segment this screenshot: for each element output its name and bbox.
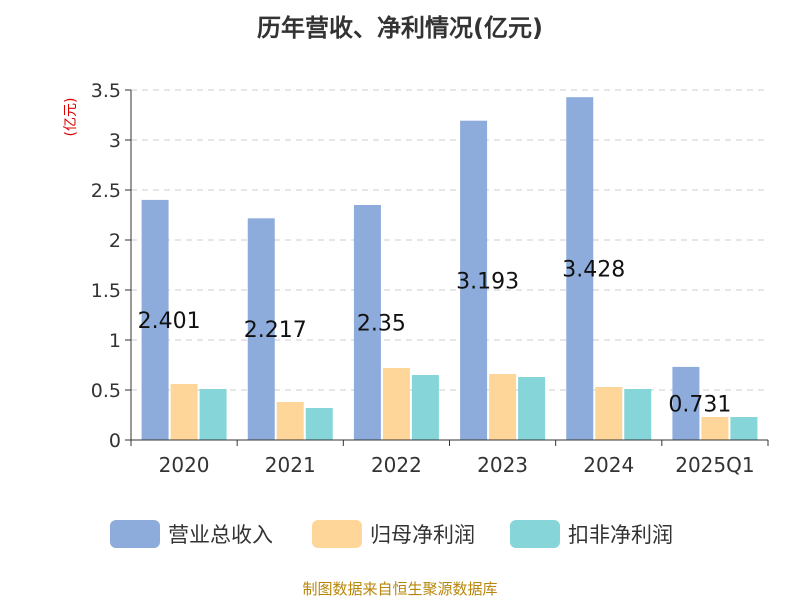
y-axis-label: (亿元) bbox=[63, 98, 79, 137]
x-tick-label: 2025Q1 bbox=[675, 453, 754, 477]
x-tick-label: 2021 bbox=[265, 453, 316, 477]
bar-2 bbox=[518, 377, 546, 440]
bar-0 bbox=[247, 218, 275, 440]
x-tick-label: 2023 bbox=[477, 453, 528, 477]
legend-label: 归母净利润 bbox=[370, 523, 475, 547]
legend-swatch bbox=[510, 520, 560, 548]
y-tick-label: 2 bbox=[109, 230, 121, 252]
bar-1 bbox=[595, 387, 623, 440]
legend-swatch bbox=[110, 520, 160, 548]
legend: 营业总收入 归母净利润 扣非净利润 bbox=[110, 520, 673, 548]
x-tick-label: 2022 bbox=[371, 453, 422, 477]
y-tick-label: 1.5 bbox=[91, 280, 121, 302]
bar-0 bbox=[460, 120, 488, 440]
y-tick-label: 0 bbox=[109, 430, 121, 452]
axes: 0 0.5 1 1.5 2 2.5 3 3.5 (亿元) 2020 2021 2022 2023 2024… bbox=[63, 80, 769, 477]
bar-0 bbox=[141, 199, 169, 440]
data-label: 2.401 bbox=[138, 309, 201, 334]
legend-swatch bbox=[312, 520, 362, 548]
bar-2 bbox=[411, 375, 439, 440]
bar-1 bbox=[382, 368, 410, 440]
data-label: 2.217 bbox=[244, 318, 307, 343]
y-tick-label: 3.5 bbox=[91, 80, 121, 102]
bar-2 bbox=[305, 408, 333, 440]
data-label: 3.428 bbox=[562, 258, 625, 283]
bars bbox=[141, 97, 758, 440]
chart-title: 历年营收、净利情况(亿元) bbox=[257, 14, 543, 42]
bar-1 bbox=[170, 384, 198, 440]
bar-2 bbox=[730, 417, 758, 440]
bar-1 bbox=[701, 417, 729, 440]
x-tick-label: 2020 bbox=[159, 453, 210, 477]
data-label: 2.35 bbox=[357, 312, 406, 337]
bar-2 bbox=[199, 389, 227, 440]
bar-0 bbox=[566, 97, 594, 440]
data-label: 3.193 bbox=[456, 269, 519, 294]
bar-0 bbox=[672, 366, 700, 440]
source-note: 制图数据来自恒生聚源数据库 bbox=[302, 580, 498, 598]
legend-label: 扣非净利润 bbox=[568, 523, 673, 547]
y-tick-label: 0.5 bbox=[91, 380, 121, 402]
y-tick-label: 3 bbox=[109, 130, 121, 152]
bar-0 bbox=[353, 205, 381, 440]
legend-label: 营业总收入 bbox=[168, 523, 273, 547]
y-tick-label: 2.5 bbox=[91, 180, 121, 202]
data-labels: 2.401 2.217 2.35 3.193 3.428 0.731 bbox=[138, 258, 732, 418]
bar-2 bbox=[624, 389, 652, 440]
x-tick-label: 2024 bbox=[583, 453, 634, 477]
bar-1 bbox=[276, 402, 304, 440]
data-label: 0.731 bbox=[668, 392, 731, 417]
y-tick-label: 1 bbox=[109, 330, 121, 352]
grid-lines bbox=[131, 89, 768, 391]
bar-1 bbox=[489, 374, 517, 440]
